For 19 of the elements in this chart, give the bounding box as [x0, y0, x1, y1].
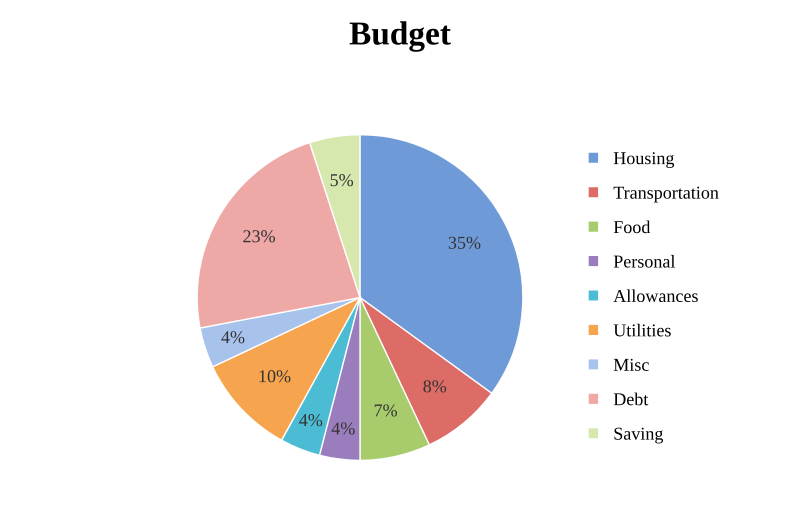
legend-label: Housing — [614, 152, 674, 168]
legend-label: Misc — [614, 358, 649, 371]
data-label: 4% — [221, 331, 244, 344]
data-label: 10% — [260, 370, 290, 382]
legend-label: Food — [614, 220, 650, 234]
data-label: 35% — [448, 236, 480, 249]
legend-label: Saving — [614, 428, 664, 444]
data-label: 4% — [299, 414, 322, 426]
legend-label: Allowances — [613, 289, 698, 302]
legend-label: Personal — [614, 254, 676, 268]
data-label: 4% — [332, 422, 355, 435]
data-label: 5% — [330, 174, 354, 186]
legend-label: Transportation — [614, 186, 719, 202]
data-label: 7% — [374, 404, 397, 417]
chart-title: Budget — [350, 21, 451, 52]
legend-label: Utilities — [614, 324, 671, 336]
data-label: 23% — [243, 230, 275, 242]
legend-label: Debt — [614, 392, 648, 406]
data-label: 8% — [423, 380, 446, 392]
